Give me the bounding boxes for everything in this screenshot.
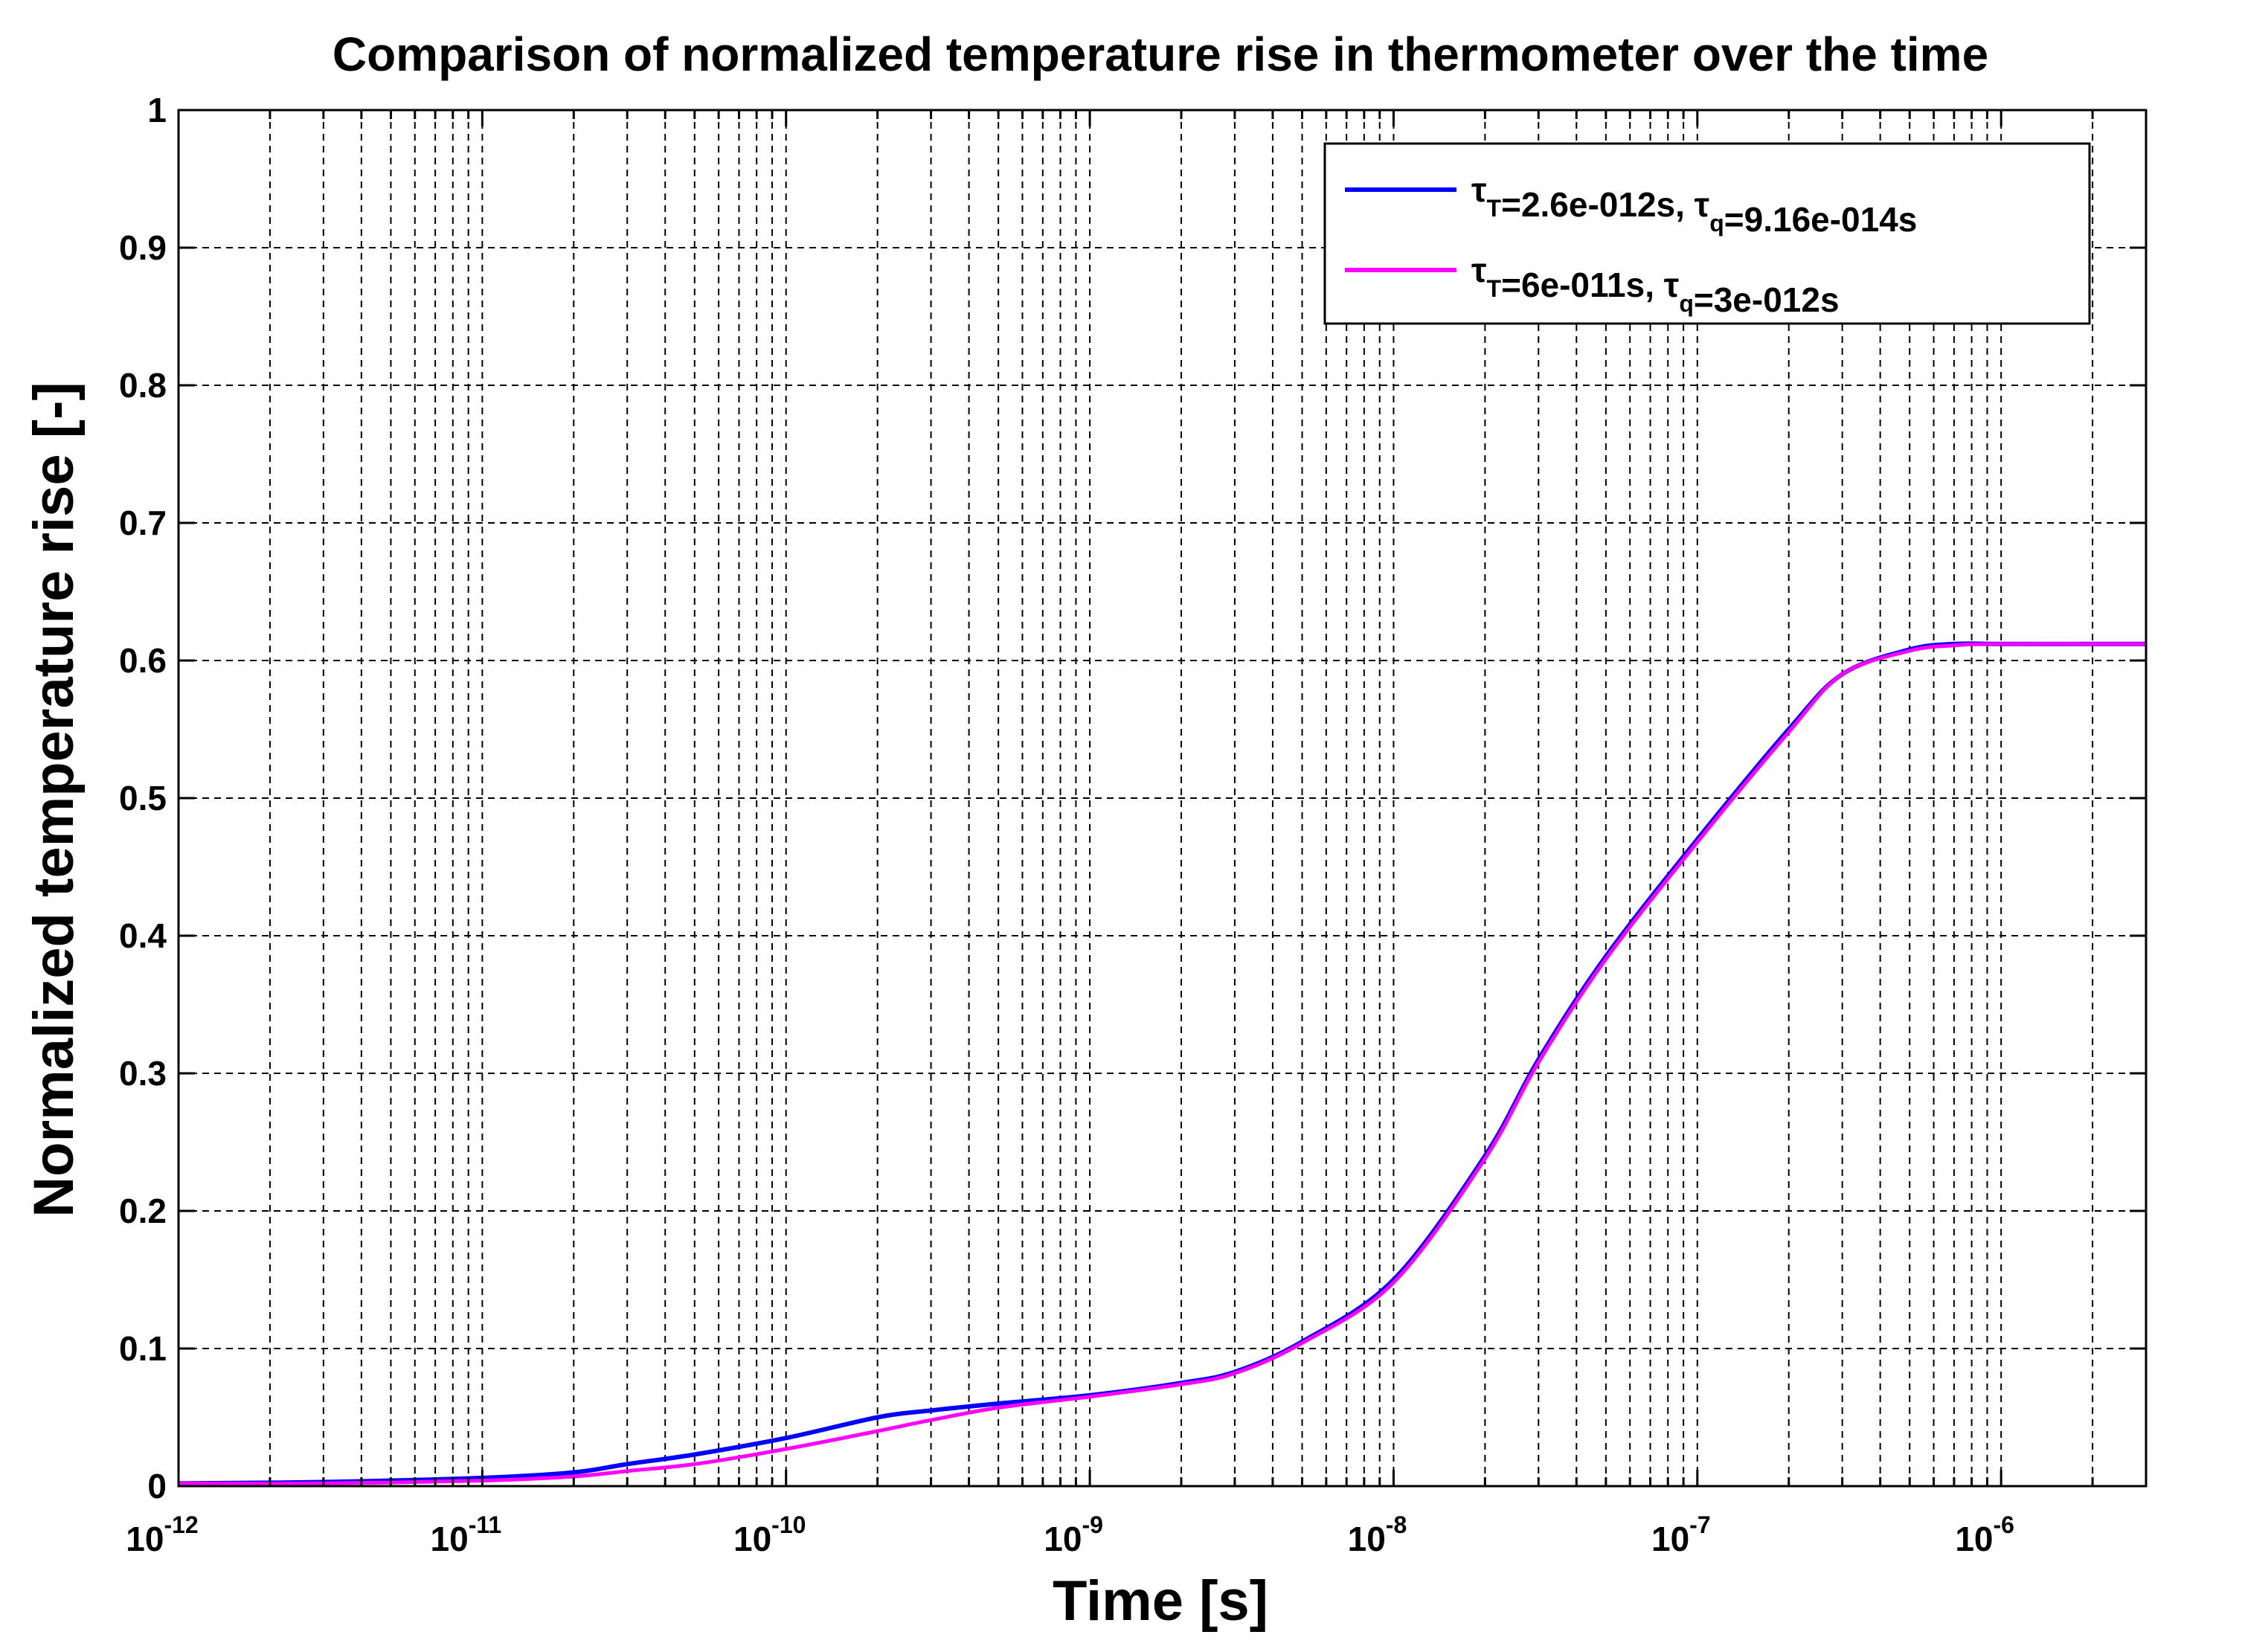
x-tick-base: 10 — [733, 1520, 771, 1558]
y-tick-label: 0.3 — [119, 1054, 167, 1093]
x-tick-label: 10-12 — [126, 1511, 198, 1558]
x-tick-base: 10 — [1348, 1520, 1386, 1558]
x-tick-label: 10-6 — [1955, 1511, 2014, 1558]
y-tick-label: 0.9 — [119, 228, 167, 267]
y-tick-label: 0.4 — [119, 916, 167, 955]
legend-box — [1323, 142, 2091, 325]
x-tick-exponent: -6 — [1994, 1511, 2014, 1538]
x-tick-label: 10-11 — [431, 1511, 502, 1558]
x-tick-base: 10 — [1955, 1520, 1993, 1558]
x-tick-base: 10 — [126, 1520, 164, 1558]
y-tick-label: 0.6 — [119, 641, 167, 680]
y-tick-label: 0 — [147, 1467, 167, 1505]
x-tick-exponent: -9 — [1082, 1511, 1102, 1538]
legend-label-1: τT=2.6e-012s, τq=9.16e-014s — [1471, 170, 1917, 239]
y-axis-label: Normalized temperature rise [-] — [22, 382, 86, 1217]
y-tick-labels: 0 0.1 0.2 0.3 0.4 0.5 0.6 0.7 0.8 0.9 1 — [119, 91, 167, 1505]
x-tick-exponent: -12 — [164, 1511, 198, 1538]
x-tick-base: 10 — [1044, 1520, 1082, 1558]
y-tick-label: 0.5 — [119, 779, 167, 817]
x-tick-exponent: -10 — [771, 1511, 806, 1538]
grid-lines — [179, 110, 2146, 1486]
y-tick-label: 0.2 — [119, 1192, 167, 1230]
x-tick-label: 10-7 — [1651, 1511, 1711, 1558]
x-tick-base: 10 — [1651, 1520, 1689, 1558]
y-tick-label: 1 — [147, 91, 167, 129]
legend: τT=2.6e-012s, τq=9.16e-014s τT=6e-011s, τ… — [1323, 142, 2091, 325]
legend-label-2: τT=6e-011s, τq=3e-012s — [1471, 251, 1840, 319]
x-tick-base: 10 — [431, 1520, 469, 1558]
x-tick-label: 10-10 — [733, 1511, 806, 1558]
x-tick-labels: 10-12 10-11 10-10 10-9 10-8 10-7 10-6 — [126, 1511, 2014, 1558]
x-axis-label: Time [s] — [1053, 1569, 1268, 1633]
series-line-2 — [178, 642, 2147, 1486]
x-tick-exponent: -7 — [1689, 1511, 1710, 1538]
x-tick-exponent: -11 — [469, 1511, 501, 1538]
y-tick-label: 0.8 — [119, 366, 167, 405]
tick-marks — [179, 109, 2146, 1488]
chart-title: Comparison of normalized temperature ris… — [333, 28, 1988, 81]
x-tick-label: 10-8 — [1348, 1511, 1407, 1558]
y-tick-label: 0.1 — [119, 1329, 167, 1368]
x-tick-exponent: -8 — [1386, 1511, 1407, 1538]
x-tick-label: 10-9 — [1044, 1511, 1103, 1558]
series-lines — [178, 641, 2147, 1486]
y-tick-label: 0.7 — [119, 504, 167, 542]
